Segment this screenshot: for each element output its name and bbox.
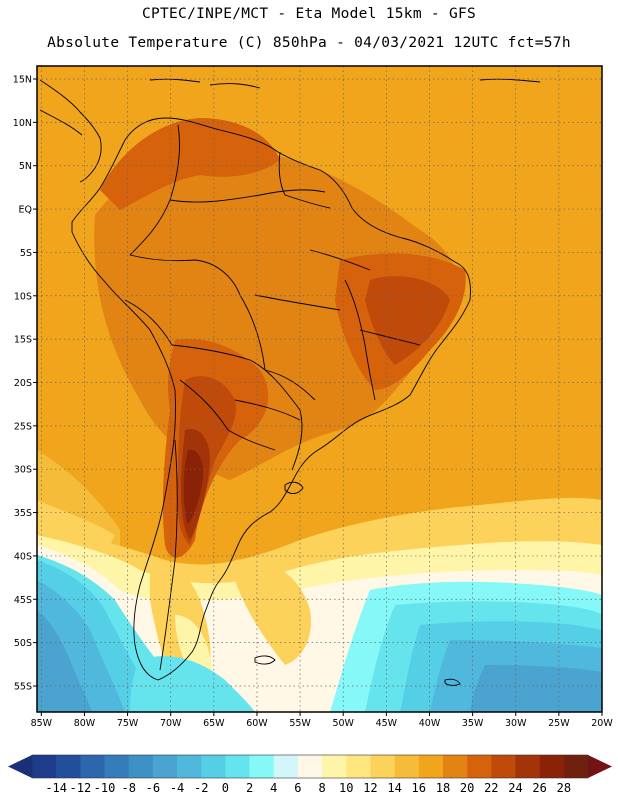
colorbar-swatch <box>491 755 516 778</box>
lat-tick-label: 5S <box>20 248 32 259</box>
colorbar-swatch <box>56 755 81 778</box>
colorbar-swatch <box>80 755 105 778</box>
colorbar-label: 10 <box>339 781 353 795</box>
colorbar-label: -2 <box>194 781 208 795</box>
lat-tick-label: 20S <box>14 378 32 389</box>
colorbar-swatch <box>346 755 371 778</box>
map-frame <box>36 65 603 713</box>
lon-tick-label: 85W <box>31 718 53 729</box>
colorbar-swatch <box>32 755 57 778</box>
lat-tick-label: 5N <box>19 161 32 172</box>
colorbar-label: 18 <box>436 781 450 795</box>
colorbar-label: 0 <box>222 781 229 795</box>
lat-tick-label: 10S <box>14 291 32 302</box>
axis-ticks: 15N 10N 5N EQ 5S 10S 15S 20S 25S 30S 35S 40S 45S 50S 5… <box>13 75 614 729</box>
lat-tick-label: 15S <box>14 335 32 346</box>
colorbar-label: 8 <box>318 781 325 795</box>
colorbar-label: 14 <box>387 781 401 795</box>
colorbar-swatch <box>515 755 540 778</box>
colorbar-label: -4 <box>170 781 184 795</box>
lat-tick-label: 10N <box>13 118 32 129</box>
colorbar-swatch <box>442 755 468 778</box>
lon-tick-label: 55W <box>289 718 311 729</box>
lon-tick-label: 40W <box>419 718 441 729</box>
colorbar-label: -14 <box>45 781 67 795</box>
colorbar-swatch <box>418 755 444 778</box>
colorbar-label: -10 <box>94 781 116 795</box>
lat-tick-label: EQ <box>19 205 32 216</box>
lat-tick-label: 55S <box>14 681 32 692</box>
lon-tick-label: 80W <box>74 718 96 729</box>
colorbar-label: 6 <box>294 781 301 795</box>
lon-tick-label: 70W <box>160 718 182 729</box>
lon-tick-label: 60W <box>246 718 268 729</box>
colorbar-label: -8 <box>121 781 135 795</box>
lon-tick-label: 20W <box>591 718 613 729</box>
colorbar-swatch <box>322 755 347 778</box>
lat-tick-label: 35S <box>14 508 32 519</box>
colorbar-over-arrow <box>588 755 612 778</box>
lon-tick-label: 35W <box>462 718 484 729</box>
lat-tick-label: 40S <box>14 551 32 562</box>
colorbar-swatch <box>563 755 589 778</box>
colorbar-label: 4 <box>270 781 277 795</box>
chart-subtitle: Absolute Temperature (C) 850hPa - 04/03/… <box>47 35 571 51</box>
colorbar-swatch <box>152 755 178 778</box>
lat-tick-label: 25S <box>14 421 32 432</box>
lon-tick-label: 30W <box>505 718 527 729</box>
colorbar: -14 -12 -10 -8 -6 -4 -2 0 2 4 6 8 10 12 14 16 18 20 22 24 26… <box>8 754 612 795</box>
colorbar-swatch <box>539 755 565 778</box>
colorbar-label: 12 <box>363 781 377 795</box>
colorbar-swatch <box>297 755 323 778</box>
colorbar-swatch <box>249 755 275 778</box>
colorbar-label: 22 <box>484 781 498 795</box>
colorbar-label: 20 <box>460 781 474 795</box>
colorbar-label: -6 <box>146 781 160 795</box>
lat-tick-label: 45S <box>14 595 32 606</box>
lon-tick-label: 25W <box>548 718 570 729</box>
colorbar-label: 26 <box>532 781 546 795</box>
colorbar-under-arrow <box>8 755 32 778</box>
colorbar-swatch <box>225 755 250 778</box>
colorbar-label: -12 <box>70 781 92 795</box>
colorbar-label: 24 <box>508 781 522 795</box>
colorbar-label: 2 <box>246 781 253 795</box>
lat-tick-label: 30S <box>14 465 32 476</box>
chart-title: CPTEC/INPE/MCT - Eta Model 15km - GFS <box>141 6 477 22</box>
colorbar-label: 28 <box>557 781 571 795</box>
colorbar-swatch <box>467 755 492 778</box>
colorbar-swatch <box>177 755 202 778</box>
colorbar-swatch <box>104 755 129 778</box>
lon-tick-label: 45W <box>376 718 398 729</box>
colorbar-swatch <box>128 755 154 778</box>
lon-tick-label: 75W <box>117 718 139 729</box>
lon-tick-label: 65W <box>203 718 225 729</box>
colorbar-swatch <box>394 755 420 778</box>
colorbar-label: 16 <box>412 781 426 795</box>
lat-tick-label: 15N <box>13 75 32 86</box>
colorbar-swatch <box>201 755 226 778</box>
colorbar-outline <box>31 754 589 779</box>
lon-tick-label: 50W <box>332 718 354 729</box>
land-borders <box>39 78 541 686</box>
colorbar-swatch <box>370 755 395 778</box>
lat-tick-label: 50S <box>14 638 32 649</box>
temperature-field <box>37 66 602 712</box>
colorbar-swatch <box>273 755 299 778</box>
